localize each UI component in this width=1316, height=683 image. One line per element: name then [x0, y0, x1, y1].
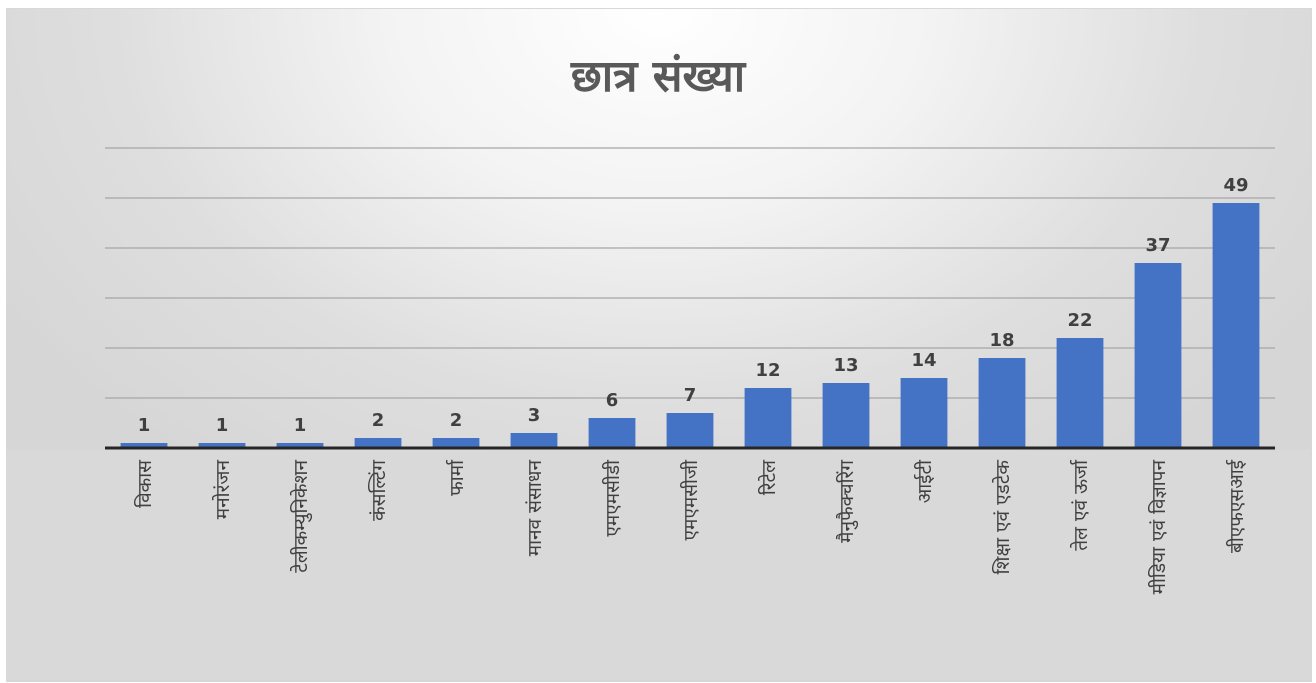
data-label: 1	[138, 415, 151, 436]
data-label: 2	[450, 410, 463, 431]
category-label: फार्मा	[445, 459, 468, 496]
bar	[510, 433, 558, 448]
data-label: 18	[989, 330, 1014, 351]
category-band	[6, 450, 1310, 680]
bar	[432, 438, 480, 448]
data-label: 14	[911, 350, 936, 371]
data-label: 2	[372, 410, 385, 431]
category-label: एमएमसीडी	[601, 459, 624, 537]
data-label: 6	[606, 390, 619, 411]
bar	[744, 388, 792, 448]
bar	[1212, 203, 1260, 448]
category-label: मानव संसाधन	[524, 460, 546, 557]
category-label: एमएमसीजी	[679, 459, 702, 541]
category-label: मीडिया एवं विज्ञापन	[1147, 460, 1170, 595]
data-label: 37	[1145, 235, 1170, 256]
bar	[900, 378, 948, 448]
data-label: 49	[1223, 175, 1248, 196]
bar	[1134, 263, 1182, 448]
bar	[198, 443, 246, 448]
category-label: मैनुफैक्चरिंग	[835, 460, 859, 543]
category-label: टेलीकम्युनिकेशन	[289, 460, 313, 573]
bar	[822, 383, 870, 448]
data-label: 1	[294, 415, 307, 436]
data-label: 7	[684, 385, 697, 406]
bar	[588, 418, 636, 448]
data-label: 12	[755, 360, 780, 381]
bar	[1056, 338, 1104, 448]
bar	[354, 438, 402, 448]
bar	[978, 358, 1026, 448]
bar	[120, 443, 168, 448]
category-label: कंसल्टिंग	[367, 460, 390, 521]
data-label: 13	[833, 355, 858, 376]
data-label: 1	[216, 415, 229, 436]
category-label: शिक्षा एवं एडटेक	[991, 460, 1014, 575]
bar	[666, 413, 714, 448]
category-label: विकास	[133, 459, 156, 508]
bar	[276, 443, 324, 448]
chart-title: छात्र संख्या	[570, 51, 746, 102]
data-label: 22	[1067, 310, 1092, 331]
category-label: तेल एवं ऊर्जा	[1069, 459, 1092, 551]
data-label: 3	[528, 405, 541, 426]
category-label: आईटी	[913, 459, 936, 503]
category-label: बीएफएसआई	[1225, 459, 1248, 553]
category-label: मनोरंजन	[211, 460, 234, 520]
category-label: रिटेल	[757, 459, 780, 495]
